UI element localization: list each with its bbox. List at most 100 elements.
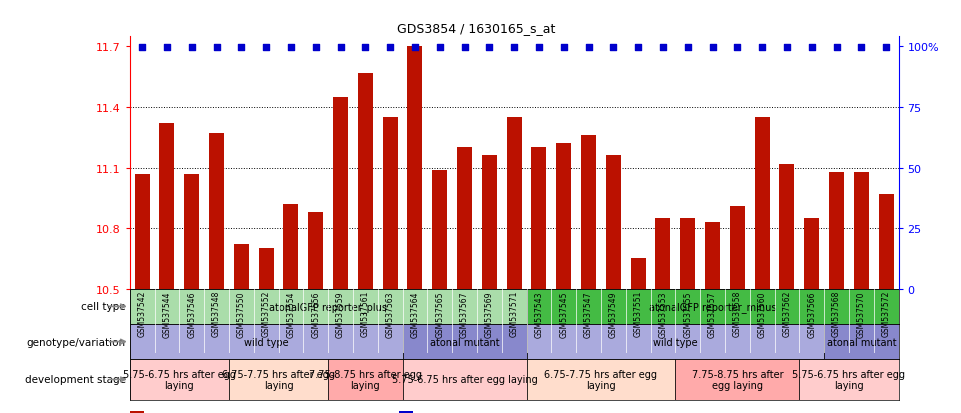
Point xyxy=(754,45,770,52)
Text: GSM537557: GSM537557 xyxy=(708,290,717,337)
Point xyxy=(259,45,274,52)
Point xyxy=(209,45,224,52)
Bar xyxy=(676,359,800,400)
Point xyxy=(853,45,869,52)
Bar xyxy=(130,359,229,400)
Text: GSM537550: GSM537550 xyxy=(236,290,246,337)
Text: atonal mutant: atonal mutant xyxy=(826,337,897,347)
Text: GSM537552: GSM537552 xyxy=(261,290,271,337)
Text: GSM537558: GSM537558 xyxy=(733,290,742,337)
Bar xyxy=(432,170,447,289)
Text: 7.75-8.75 hrs after
egg laying: 7.75-8.75 hrs after egg laying xyxy=(692,369,783,390)
Bar xyxy=(403,359,527,400)
Bar xyxy=(160,124,174,289)
Bar xyxy=(680,218,695,289)
Point xyxy=(580,45,596,52)
Bar xyxy=(527,359,676,400)
Text: GSM537562: GSM537562 xyxy=(782,290,792,337)
Point xyxy=(506,45,522,52)
Bar xyxy=(527,324,825,359)
Point xyxy=(333,45,348,52)
Point xyxy=(283,45,299,52)
Text: 6.75-7.75 hrs after egg
laying: 6.75-7.75 hrs after egg laying xyxy=(222,369,335,390)
Text: atonalGFP reporter_minus: atonalGFP reporter_minus xyxy=(649,301,776,312)
Bar xyxy=(506,118,522,289)
Point xyxy=(357,45,373,52)
Bar xyxy=(754,118,770,289)
Point xyxy=(185,45,200,52)
Text: GSM537553: GSM537553 xyxy=(658,290,668,337)
Bar xyxy=(556,144,571,289)
Text: 5.75-6.75 hrs after egg
laying: 5.75-6.75 hrs after egg laying xyxy=(123,369,235,390)
Text: atonalGFP reporter_plus: atonalGFP reporter_plus xyxy=(269,301,387,312)
Point xyxy=(308,45,324,52)
Bar xyxy=(229,359,328,400)
Text: GSM537556: GSM537556 xyxy=(311,290,320,337)
Text: GSM537548: GSM537548 xyxy=(212,290,221,337)
Bar xyxy=(804,218,819,289)
Bar xyxy=(135,174,150,289)
Text: GSM537543: GSM537543 xyxy=(534,290,543,337)
Text: cell type: cell type xyxy=(82,301,126,312)
Bar xyxy=(825,324,899,359)
Bar xyxy=(328,359,403,400)
Bar xyxy=(854,172,869,289)
Text: GSM537572: GSM537572 xyxy=(881,290,891,337)
Text: GSM537546: GSM537546 xyxy=(187,290,196,337)
Bar xyxy=(829,172,844,289)
Text: GSM537547: GSM537547 xyxy=(584,290,593,337)
Text: 5.75-6.75 hrs after egg
laying: 5.75-6.75 hrs after egg laying xyxy=(793,369,905,390)
Point xyxy=(531,45,547,52)
Point xyxy=(382,45,398,52)
Bar xyxy=(705,223,720,289)
Text: atonal mutant: atonal mutant xyxy=(430,337,500,347)
Text: GSM537560: GSM537560 xyxy=(757,290,767,337)
Point xyxy=(432,45,448,52)
Text: 6.75-7.75 hrs after egg
laying: 6.75-7.75 hrs after egg laying xyxy=(545,369,657,390)
Bar xyxy=(382,118,398,289)
Text: wild type: wild type xyxy=(653,337,698,347)
Bar xyxy=(357,74,373,289)
Text: GSM537554: GSM537554 xyxy=(286,290,295,337)
Point xyxy=(135,45,150,52)
Text: GSM537551: GSM537551 xyxy=(633,290,643,337)
Bar xyxy=(800,359,899,400)
Text: GSM537544: GSM537544 xyxy=(162,290,171,337)
Text: GSM537570: GSM537570 xyxy=(857,290,866,337)
Point xyxy=(481,45,497,52)
Bar xyxy=(130,324,403,359)
Text: GSM537559: GSM537559 xyxy=(336,290,345,337)
Text: GSM537564: GSM537564 xyxy=(410,290,419,337)
Text: development stage: development stage xyxy=(25,375,126,385)
Point xyxy=(680,45,696,52)
Text: GSM537561: GSM537561 xyxy=(360,290,370,337)
Point xyxy=(160,45,175,52)
Text: GSM537567: GSM537567 xyxy=(460,290,469,337)
Bar xyxy=(403,324,527,359)
Bar xyxy=(630,259,646,289)
Bar xyxy=(779,164,795,289)
Text: GSM537549: GSM537549 xyxy=(609,290,618,337)
Point xyxy=(407,45,423,52)
Bar xyxy=(605,156,621,289)
Point xyxy=(655,45,671,52)
Point xyxy=(556,45,572,52)
Bar xyxy=(655,218,671,289)
Text: GSM537545: GSM537545 xyxy=(559,290,568,337)
Point xyxy=(456,45,472,52)
Point xyxy=(704,45,720,52)
Text: GSM537563: GSM537563 xyxy=(385,290,395,337)
Bar xyxy=(399,411,412,413)
Text: GSM537542: GSM537542 xyxy=(137,290,147,337)
Bar xyxy=(234,245,249,289)
Text: GSM537568: GSM537568 xyxy=(832,290,841,337)
Bar xyxy=(581,136,596,289)
Bar xyxy=(259,249,274,289)
Title: GDS3854 / 1630165_s_at: GDS3854 / 1630165_s_at xyxy=(397,21,554,35)
Text: GSM537566: GSM537566 xyxy=(807,290,816,337)
Bar xyxy=(283,204,298,289)
Text: 7.75-8.75 hrs after egg
laying: 7.75-8.75 hrs after egg laying xyxy=(308,369,422,390)
Point xyxy=(828,45,844,52)
Point xyxy=(779,45,795,52)
Point xyxy=(605,45,621,52)
